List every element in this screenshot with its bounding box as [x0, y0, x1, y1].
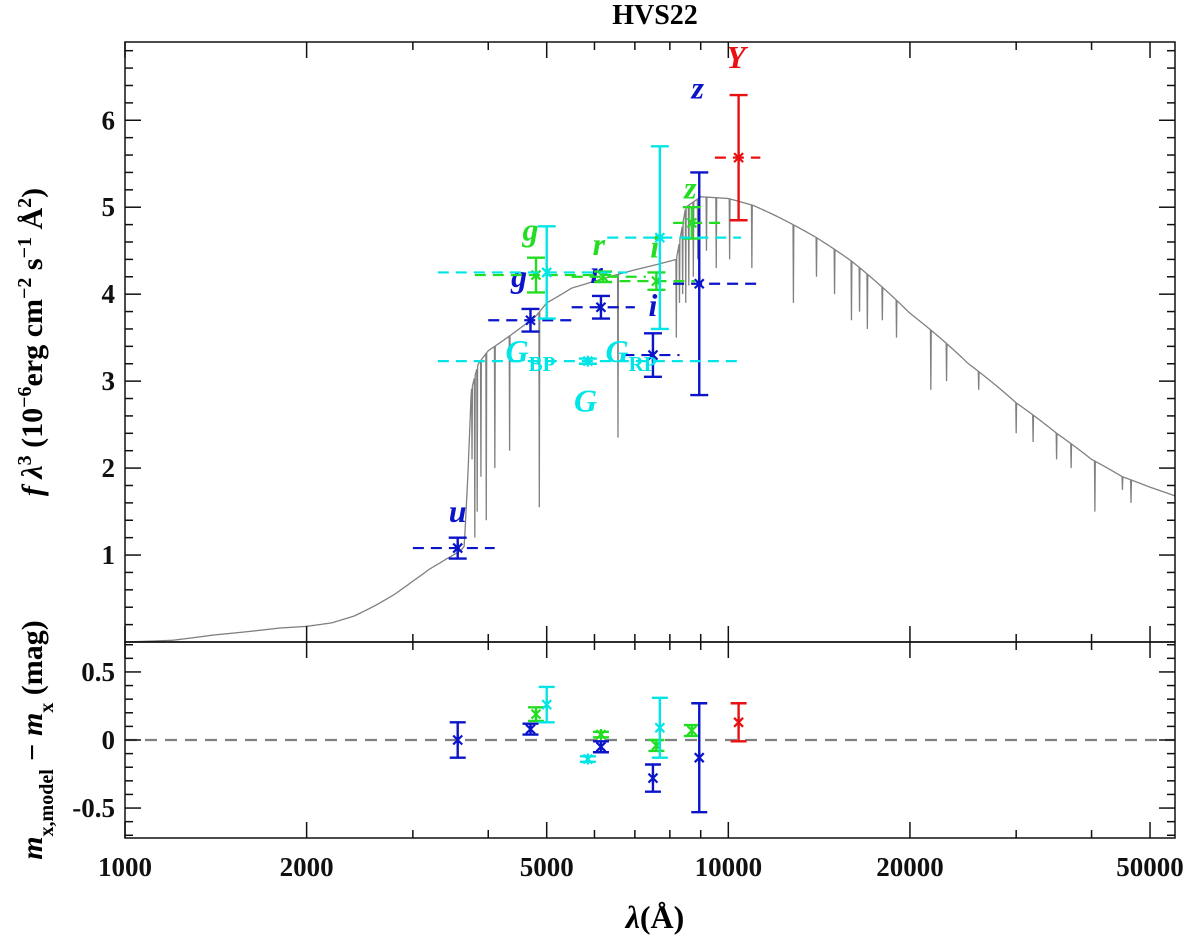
resid-usdss-0-marker: [452, 734, 463, 746]
phot-g-10-marker: [582, 355, 594, 367]
top-y-axis-label-part: f λ: [16, 465, 49, 496]
phot-i-7-label: i: [650, 229, 659, 265]
resid-zgreen-10-marker: [686, 724, 698, 736]
phot-g-5-label: g: [521, 211, 538, 247]
phot-y-12-marker: [733, 152, 744, 164]
bottom-y-axis-ticks: -0.5 0 0.5: [72, 643, 1175, 837]
phot-i-3-marker: [647, 349, 659, 361]
bottom-y-axis-label-part: x,model: [36, 769, 58, 837]
top-y-axis-label-part: −6: [14, 386, 36, 407]
resid-gbp-3-marker: [541, 699, 552, 711]
phot-gbp-9-label-subscript: BP: [529, 352, 556, 376]
phot-z-4-marker: [693, 278, 705, 290]
resid-rgreen-5-marker: [595, 729, 607, 741]
x-tick-label: 2000: [280, 852, 334, 882]
phot-gbp-9-label: GBP: [506, 333, 556, 376]
top-y-axis-label-part: 3: [14, 455, 36, 465]
chart-title: HVS22: [612, 0, 698, 31]
phot-y-12-label: Y: [726, 39, 748, 75]
x-axis-label: λ(Å): [624, 899, 685, 935]
phot-grp-11-label-subscript: RP: [629, 352, 657, 376]
bottom-y-tick-label: 0: [102, 725, 116, 755]
phot-gbp-9-marker: [541, 266, 552, 278]
phot-grp-11-marker: [654, 232, 666, 244]
top-y-tick-label: 3: [102, 366, 116, 396]
x-tick-label: 20000: [876, 852, 944, 882]
top-y-axis-label-part: −1: [14, 237, 36, 258]
residual-panel: [125, 685, 1175, 814]
top-y-axis-label-part: (10: [16, 408, 49, 456]
top-y-axis-label-part: 2: [14, 198, 36, 208]
phot-i-3-label: i: [648, 287, 657, 323]
top-panel-frame: [124, 41, 1176, 643]
resid-gsdss-1-marker: [525, 723, 536, 735]
x-tick-label: 5000: [520, 852, 574, 882]
top-y-tick-label: 5: [102, 192, 116, 222]
top-y-axis-label: f λ3 (10−6erg cm−2 s−1 Å2): [14, 188, 49, 496]
phot-grp-11-label: GRP: [606, 333, 657, 376]
x-axis-label-symbol: λ: [624, 899, 640, 935]
resid-rsdss-6-marker: [595, 741, 607, 753]
phot-g-1-label: g: [510, 258, 527, 294]
top-y-tick-label: 2: [102, 453, 116, 483]
phot-u-0-marker: [452, 542, 463, 554]
top-y-axis-label-part: ): [16, 188, 49, 198]
top-y-axis-ticks: 1 2 3 4 5 6: [102, 49, 1175, 626]
top-y-axis-label-part: −2: [14, 278, 36, 299]
bottom-y-axis-label-part: m: [16, 836, 49, 859]
top-y-tick-label: 6: [102, 105, 116, 135]
x-tick-label: 50000: [1116, 852, 1184, 882]
x-axis-ticks: 1000 2000 5000 10000 20000 50000: [98, 42, 1184, 882]
phot-g-1-marker: [525, 314, 536, 326]
resid-ggreen-2-marker: [530, 708, 542, 720]
phot-z-8-label: z: [683, 170, 697, 206]
bottom-y-axis-label-part: − m: [16, 713, 49, 770]
x-axis-label-unit: (Å): [640, 899, 684, 935]
top-y-axis-label-part: Å: [16, 208, 49, 238]
bottom-y-axis-label-part: (mag): [16, 620, 49, 702]
resid-zsdss-11-marker: [693, 752, 705, 764]
phot-u-0-label: u: [449, 493, 467, 529]
top-y-tick-label: 4: [102, 279, 116, 309]
x-tick-label: 10000: [695, 852, 763, 882]
top-y-axis-label-part: s: [16, 258, 49, 277]
model-spectrum-line: [125, 196, 1175, 642]
phot-z-4-label: z: [691, 70, 705, 106]
resid-g-4-marker: [582, 753, 594, 765]
x-tick-label: 1000: [98, 852, 152, 882]
bottom-y-tick-label: 0.5: [81, 657, 115, 687]
phot-r-6-label: r: [593, 226, 606, 262]
resid-isdss-7-marker: [647, 772, 659, 784]
resid-grp-9-marker: [654, 722, 666, 734]
bottom-y-axis-label-part: x: [36, 703, 58, 713]
bottom-y-tick-label: -0.5: [72, 793, 115, 823]
top-y-tick-label: 1: [102, 540, 116, 570]
resid-y-12-marker: [733, 716, 744, 728]
bottom-y-axis-label: mx,model − mx (mag): [16, 620, 58, 860]
phot-z-8-marker: [686, 217, 698, 229]
top-y-axis-label-part: erg cm: [16, 299, 49, 386]
phot-r-2-marker: [595, 301, 607, 313]
phot-g-10-label: G: [574, 383, 597, 419]
